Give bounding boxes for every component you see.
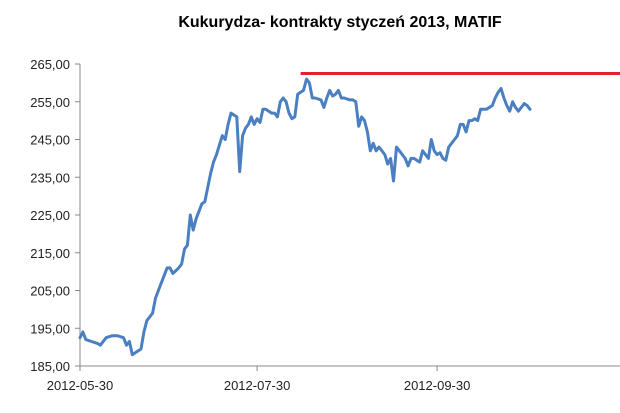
- chart-title: Kukurydza- kontrakty styczeń 2013, MATIF: [178, 14, 502, 31]
- x-tick-label: 2012-09-30: [404, 378, 471, 393]
- y-tick-label: 245,00: [30, 133, 70, 148]
- y-tick-label: 265,00: [30, 57, 70, 72]
- series-line: [78, 77, 532, 357]
- y-tick-label: 195,00: [30, 321, 70, 336]
- x-tick-label: 2012-07-30: [224, 378, 291, 393]
- y-tick-label: 215,00: [30, 246, 70, 261]
- y-tick-label: 255,00: [30, 95, 70, 110]
- x-tick-label: 2012-05-30: [47, 378, 114, 393]
- y-tick-label: 205,00: [30, 284, 70, 299]
- y-tick-label: 235,00: [30, 170, 70, 185]
- y-tick-label: 185,00: [30, 359, 70, 374]
- y-tick-label: 225,00: [30, 208, 70, 223]
